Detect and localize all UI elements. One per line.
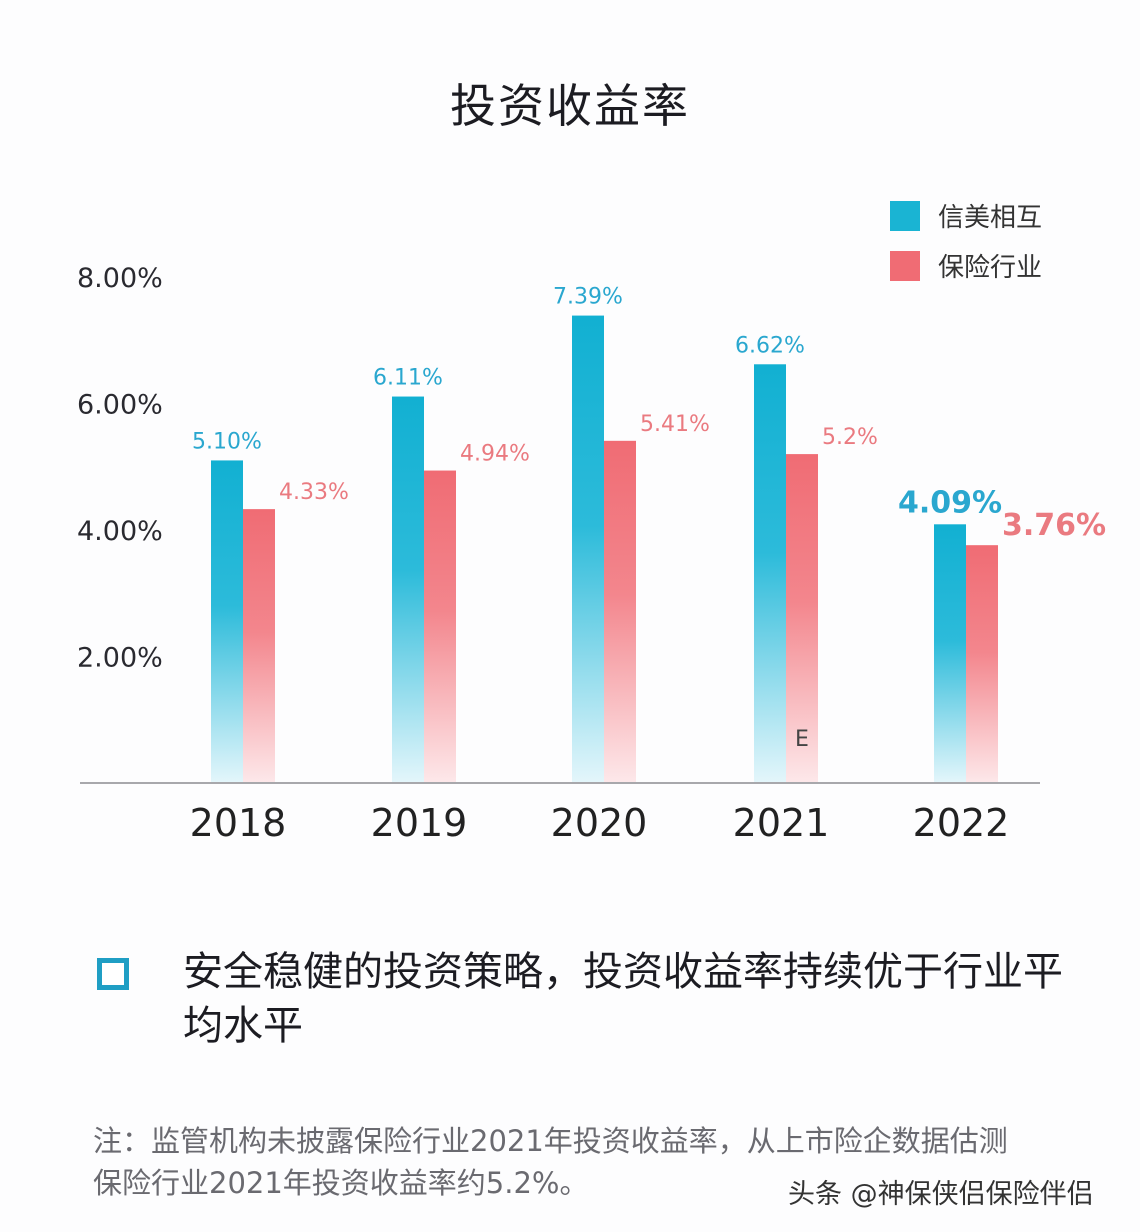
x-tick-label: 2018 (190, 801, 287, 845)
footnote: 注：监管机构未披露保险行业2021年投资收益率，从上市险企数据估测保险行业202… (93, 1124, 1008, 1200)
bar-xinmei-2020 (572, 315, 604, 783)
x-tick-label: 2020 (551, 801, 648, 845)
data-label-industry-2020: 5.41% (640, 412, 710, 437)
chart-title: 投资收益率 (450, 79, 690, 133)
watermark: 头条 @神保侠侣保险伴侣 (788, 1179, 1094, 1210)
y-tick-label: 6.00% (77, 390, 163, 421)
data-label-industry-2022: 3.76% (1002, 508, 1106, 543)
legend-item-xinmei: 信美相互 (890, 197, 1042, 234)
data-label-industry-2021: 5.2% (822, 425, 878, 450)
x-tick-label: 2022 (913, 801, 1010, 845)
estimate-annotation: E (795, 727, 809, 752)
bar-industry-2021 (786, 454, 818, 783)
data-label-xinmei-2019: 6.11% (373, 366, 443, 391)
x-tick-label: 2019 (371, 801, 468, 845)
y-tick-label: 4.00% (77, 516, 163, 547)
bar-industry-2019 (424, 470, 456, 783)
legend-label-xinmei: 信美相互 (938, 203, 1043, 233)
data-label-xinmei-2022: 4.09% (898, 485, 1002, 520)
bar-xinmei-2022 (934, 524, 966, 783)
legend-item-industry: 保险行业 (890, 247, 1042, 284)
summary-text: 安全稳健的投资策略，投资收益率持续优于行业平均水平 (183, 949, 1063, 1049)
bar-industry-2018 (243, 509, 275, 783)
x-tick-label: 2021 (733, 801, 830, 845)
y-tick-label: 8.00% (77, 263, 163, 294)
legend-label-industry: 保险行业 (938, 253, 1043, 283)
legend-swatch-industry (890, 250, 920, 281)
legend-swatch-xinmei (890, 200, 920, 231)
data-label-xinmei-2021: 6.62% (735, 333, 805, 358)
bar-xinmei-2021 (754, 364, 786, 783)
bar-chart: 2.00% 4.00% 6.00% 8.00% 5.10% 4.33% 6.11% 4.94… (77, 263, 1106, 845)
bar-xinmei-2019 (392, 396, 424, 783)
data-label-industry-2018: 4.33% (279, 480, 349, 505)
bar-industry-2022 (966, 545, 998, 783)
y-tick-label: 2.00% (77, 643, 163, 674)
bar-industry-2020 (604, 440, 636, 783)
data-label-xinmei-2018: 5.10% (192, 429, 262, 454)
data-label-xinmei-2020: 7.39% (553, 285, 623, 310)
bar-xinmei-2018 (211, 460, 243, 783)
bullet-square-icon (97, 958, 129, 990)
data-label-industry-2019: 4.94% (460, 442, 530, 467)
